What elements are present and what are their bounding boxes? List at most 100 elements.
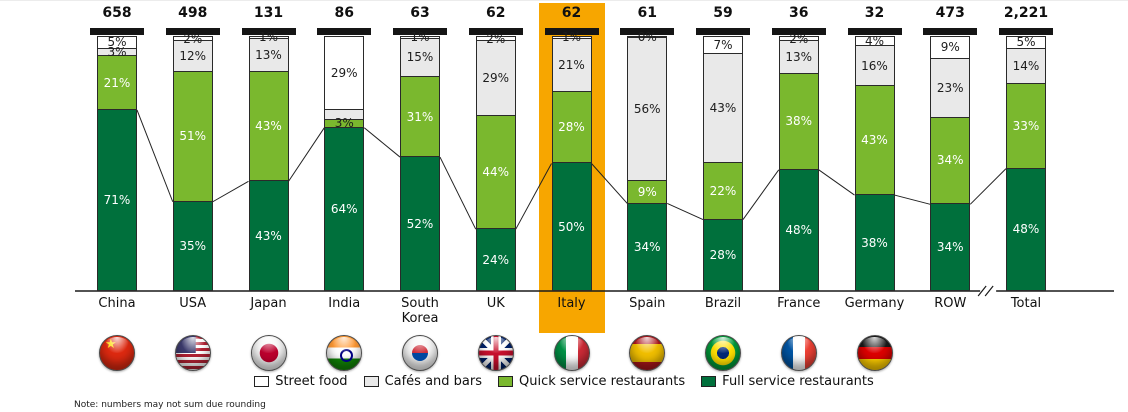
legend-swatch-quick_service bbox=[498, 376, 514, 387]
segment-value-label: 4% bbox=[864, 34, 885, 49]
segment-value-label: 2% bbox=[789, 31, 809, 46]
legend-item-cafes_bars: Cafés and bars bbox=[363, 374, 483, 389]
bar-total-label: 32 bbox=[864, 5, 885, 21]
segment-value-label: 64% bbox=[330, 201, 358, 216]
segment-full_service: 34% bbox=[930, 204, 971, 291]
segment-cafes_bars: 23% bbox=[930, 58, 971, 118]
segment-value-label: 43% bbox=[255, 228, 282, 243]
india-flag-icon bbox=[326, 335, 363, 371]
segment-full_service: 28% bbox=[703, 219, 743, 291]
bar-cap bbox=[468, 28, 523, 35]
segment-quick_service: 38% bbox=[778, 73, 819, 170]
segment-value-label: 5% bbox=[107, 35, 127, 50]
segment-full_service: 38% bbox=[854, 195, 895, 291]
segment-value-label: 44% bbox=[482, 164, 510, 179]
bar-cap bbox=[620, 28, 675, 35]
italy-flag-icon bbox=[553, 335, 590, 371]
bar-total-label: 86 bbox=[334, 5, 354, 21]
segment-cafes_bars: 12% bbox=[172, 41, 213, 72]
legend-swatch-street_food bbox=[254, 376, 270, 387]
legend-item-street_food: Street food bbox=[254, 374, 348, 389]
bar-total-label: 59 bbox=[713, 5, 733, 21]
x-axis-label: India bbox=[328, 296, 361, 311]
segment-value-label: 1% bbox=[258, 30, 279, 45]
segment-quick_service: 33% bbox=[1006, 84, 1046, 169]
segment-value-label: 38% bbox=[861, 235, 888, 250]
x-axis-label: USA bbox=[179, 296, 207, 311]
x-axis-label: Germany bbox=[844, 296, 905, 311]
legend-label: Cafés and bars bbox=[384, 374, 483, 389]
south-korea-flag-icon bbox=[402, 335, 438, 371]
segment-value-label: 43% bbox=[709, 101, 737, 116]
segment-street_food: 1% bbox=[551, 30, 592, 44]
x-axis-label: Italy bbox=[557, 296, 586, 311]
germany-flag-icon bbox=[856, 335, 893, 371]
segment-quick_service: 44% bbox=[475, 115, 516, 230]
segment-value-label: 43% bbox=[255, 119, 282, 133]
bar-cap bbox=[923, 28, 978, 35]
legend-item-full_service: Full service restaurants bbox=[701, 374, 874, 389]
bar-cap bbox=[771, 28, 826, 35]
japan-flag-icon bbox=[250, 335, 287, 371]
bar-cap bbox=[999, 28, 1053, 35]
stacked-bar-france: 2% 13% 38% 48% bbox=[778, 32, 819, 291]
segment-full_service: 24% bbox=[475, 229, 516, 291]
segment-value-label: 34% bbox=[936, 153, 964, 168]
segment-value-label: 29% bbox=[330, 65, 358, 80]
segment-street_food: 29% bbox=[324, 36, 365, 110]
bar-total-label: 63 bbox=[410, 5, 430, 21]
x-axis-label: ROW bbox=[934, 296, 967, 311]
segment-value-label: 43% bbox=[861, 133, 888, 148]
segment-quick_service: 51% bbox=[172, 71, 213, 202]
legend-label: Full service restaurants bbox=[722, 374, 874, 389]
segment-quick_service: 28% bbox=[551, 92, 592, 164]
segment-cafes_bars: 29% bbox=[475, 41, 516, 116]
segment-value-label: 24% bbox=[482, 252, 510, 267]
segment-value-label: 5% bbox=[1016, 35, 1036, 50]
segment-quick_service: 9% bbox=[627, 181, 668, 205]
segment-street_food: 5% bbox=[97, 35, 137, 50]
segment-value-label: 13% bbox=[255, 47, 282, 62]
segment-value-label: 2% bbox=[183, 31, 203, 46]
segment-value-label: 51% bbox=[179, 129, 207, 144]
legend-item-quick_service: Quick service restaurants bbox=[498, 374, 685, 389]
segment-value-label: 56% bbox=[633, 102, 661, 117]
stacked-bar-uk: 2% 29% 44% 24% bbox=[475, 32, 516, 291]
legend-label: Street food bbox=[275, 374, 348, 389]
segment-value-label: 12% bbox=[179, 48, 207, 63]
segment-value-label: 38% bbox=[785, 114, 813, 129]
x-axis-label: France bbox=[777, 296, 821, 311]
segment-value-label: 35% bbox=[179, 238, 207, 253]
bar-cap bbox=[847, 28, 902, 35]
segment-quick_service: 22% bbox=[703, 163, 743, 220]
segment-value-label: 1% bbox=[561, 30, 582, 45]
segment-value-label: 15% bbox=[406, 50, 434, 65]
segment-value-label: 13% bbox=[785, 49, 813, 64]
legend-swatch-cafes_bars bbox=[363, 376, 379, 387]
segment-value-label: 21% bbox=[558, 57, 585, 72]
segment-cafes_bars: 14% bbox=[1006, 48, 1046, 85]
segment-cafes_bars: 43% bbox=[703, 53, 743, 164]
segment-cafes_bars: 3% bbox=[97, 45, 137, 59]
bar-cap bbox=[90, 28, 144, 35]
segment-quick_service: 3% bbox=[324, 116, 365, 130]
segment-cafes_bars: 56% bbox=[627, 38, 668, 182]
stacked-bar-brazil: 7% 43% 22% 28% bbox=[703, 36, 743, 291]
stacked-bar-row: 9% 23% 34% 34% bbox=[930, 36, 971, 291]
segment-street_food: 9% bbox=[930, 36, 971, 59]
usa-flag-icon bbox=[174, 335, 211, 371]
segment-value-label: 28% bbox=[709, 247, 737, 262]
x-axis-label: Japan bbox=[250, 296, 287, 311]
bar-total-label: 62 bbox=[561, 5, 582, 21]
x-axis-label: Spain bbox=[629, 296, 666, 311]
stacked-bar-india: 29% 3% 64% bbox=[324, 36, 365, 291]
segment-value-label: 23% bbox=[936, 80, 964, 95]
segment-full_service: 35% bbox=[172, 201, 213, 291]
segment-cafes_bars: 16% bbox=[854, 46, 895, 87]
segment-value-label: 29% bbox=[482, 70, 510, 85]
x-axis-label: Total bbox=[1010, 296, 1042, 311]
segment-value-label: 28% bbox=[558, 120, 585, 135]
segment-full_service: 34% bbox=[627, 204, 668, 291]
segment-value-label: 34% bbox=[936, 240, 964, 255]
